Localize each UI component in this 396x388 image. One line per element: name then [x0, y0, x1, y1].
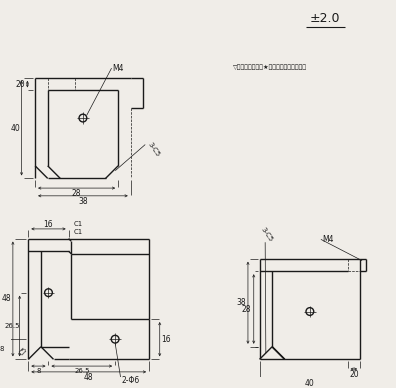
Text: 20: 20	[16, 80, 25, 88]
Text: 2-Φ6: 2-Φ6	[122, 376, 140, 385]
Text: 38: 38	[236, 298, 246, 307]
Text: 48: 48	[84, 373, 93, 382]
Text: 40: 40	[11, 124, 21, 133]
Text: 3-C5: 3-C5	[146, 141, 160, 158]
Text: 38: 38	[78, 197, 88, 206]
Text: 8: 8	[0, 346, 4, 352]
Text: C1: C1	[74, 229, 83, 235]
Text: 48: 48	[1, 294, 11, 303]
Text: 16: 16	[44, 220, 53, 229]
Text: C1: C1	[74, 221, 83, 227]
Text: 28: 28	[241, 305, 251, 314]
Text: 28: 28	[72, 189, 81, 198]
Text: 26.5: 26.5	[74, 368, 89, 374]
Text: 26.5: 26.5	[4, 323, 20, 329]
Text: M4: M4	[112, 64, 124, 73]
Text: 3-C5: 3-C5	[260, 226, 274, 243]
Text: M4: M4	[322, 235, 333, 244]
Text: ±2.0: ±2.0	[310, 12, 341, 25]
Text: ▽（～）　指定面★角部ハ細ク面取リノ事: ▽（～） 指定面★角部ハ細ク面取リノ事	[233, 64, 308, 70]
Text: 40: 40	[305, 379, 315, 388]
Text: 8: 8	[36, 368, 41, 374]
Text: 16: 16	[162, 335, 171, 344]
Text: C5: C5	[18, 346, 29, 357]
Text: 20: 20	[349, 370, 359, 379]
